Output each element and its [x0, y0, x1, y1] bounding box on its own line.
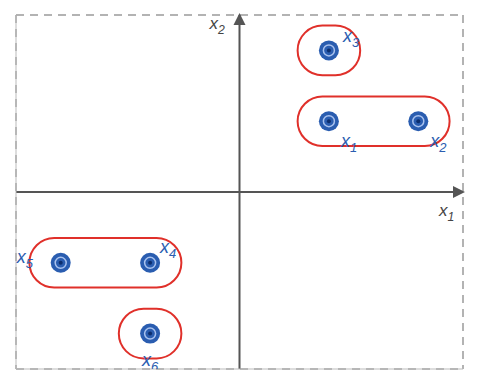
svg-text:x3: x3: [342, 26, 360, 50]
svg-text:x6: x6: [141, 350, 159, 369]
svg-text:x1: x1: [340, 131, 357, 155]
svg-text:x4: x4: [159, 237, 176, 261]
svg-text:x2: x2: [209, 14, 226, 37]
svg-text:x5: x5: [16, 247, 34, 271]
svg-text:x2: x2: [429, 131, 447, 155]
svg-text:x1: x1: [438, 201, 454, 224]
